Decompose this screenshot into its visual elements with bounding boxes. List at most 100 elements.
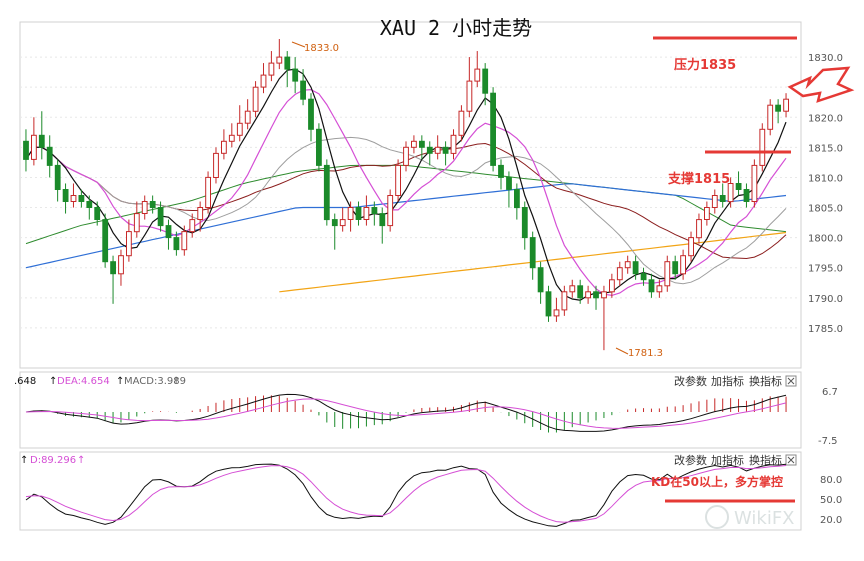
candle-body: [442, 146, 449, 154]
candle-body: [648, 279, 655, 293]
kd-axis-50: 50.0: [820, 495, 842, 506]
price-tick-label: 1805.0: [808, 204, 843, 215]
candle-body: [680, 255, 687, 275]
candle-body: [411, 140, 417, 148]
chart-title: XAU 2 小时走势: [380, 16, 532, 40]
macd-params-button[interactable]: 改参数: [674, 374, 707, 388]
candle-body: [759, 128, 766, 166]
candle-body: [482, 68, 489, 94]
candle-body: [126, 231, 132, 257]
candle-body: [601, 291, 607, 299]
candle-body: [719, 195, 726, 202]
candle-body: [86, 201, 93, 208]
macd-switch-indicator-button[interactable]: 换指标: [749, 374, 782, 388]
macd-dea-line: [25, 398, 787, 429]
candle-body: [751, 164, 758, 202]
up-arrow-icon: ↑: [20, 455, 28, 466]
macd-panel: [19, 371, 802, 449]
kd-close-icon[interactable]: [785, 454, 797, 466]
candle-body: [197, 207, 204, 220]
arrow-icon: [787, 66, 855, 103]
candle-body: [236, 122, 243, 136]
candle-body: [31, 134, 37, 160]
candle-body: [624, 261, 631, 269]
candle-body: [656, 285, 663, 293]
macd-close-icon[interactable]: [785, 375, 797, 387]
candle-body: [640, 273, 647, 281]
watermark-text: WikiFX: [734, 508, 795, 529]
candle-body: [545, 291, 552, 317]
ma5-line: [25, 68, 787, 301]
candle-body: [537, 267, 544, 293]
macd-axis-top: 6.7: [822, 387, 838, 398]
candle-body: [387, 195, 394, 227]
ma120-line: [25, 183, 787, 269]
candle-body: [403, 146, 409, 166]
candle-body: [553, 309, 560, 317]
candle-body: [284, 56, 291, 70]
price-tick-label: 1830.0: [808, 53, 843, 64]
watermark: WikiFX: [705, 505, 795, 529]
candle-body: [775, 104, 782, 112]
candle-body: [474, 68, 481, 82]
candle-body: [514, 189, 520, 209]
candle-body: [189, 219, 196, 233]
candle-body: [213, 152, 219, 178]
candle-body: [300, 80, 307, 100]
candle-body: [339, 219, 346, 227]
candle-body: [276, 56, 283, 64]
candle-body: [688, 237, 695, 257]
kd-add-indicator-button[interactable]: 加指标: [711, 453, 744, 467]
candle-body: [102, 219, 109, 263]
candle-body: [569, 285, 576, 293]
candle-body: [743, 189, 750, 202]
candle-body: [23, 140, 29, 160]
price-tick-label: 1800.0: [808, 234, 843, 245]
macd-value-label: MACD:3.989: [124, 376, 186, 387]
kd-params-button[interactable]: 改参数: [674, 453, 707, 467]
kd-note: KD在50以上，多方掌控: [651, 474, 783, 489]
support-label: 支撑1815: [667, 171, 730, 187]
candle-body: [711, 195, 718, 208]
candle-body: [783, 98, 790, 112]
candle-body: [395, 164, 402, 196]
price-tick-label: 1790.0: [808, 294, 843, 305]
price-tick-label: 1820.0: [808, 113, 843, 124]
candle-body: [735, 183, 742, 190]
price-grid: [20, 56, 801, 329]
candle-body: [616, 267, 623, 281]
candle-body: [379, 213, 386, 227]
kd-switch-indicator-button[interactable]: 换指标: [749, 453, 782, 467]
candle-body: [157, 207, 164, 227]
high-label: 1833.0: [304, 43, 339, 54]
candle-body: [577, 285, 584, 299]
candle-body: [165, 225, 172, 239]
resistance-label: 压力1835: [674, 57, 736, 73]
kd-k-line: [25, 463, 787, 527]
price-tick-label: 1795.0: [808, 264, 843, 275]
price-tick-label: 1815.0: [808, 143, 843, 154]
macd-add-indicator-button[interactable]: 加指标: [711, 374, 744, 388]
candle-body: [331, 219, 338, 227]
candle-body: [62, 189, 69, 202]
candle-body: [585, 291, 592, 299]
candle-body: [173, 237, 180, 251]
candle-body: [521, 207, 528, 239]
candle-body: [323, 164, 330, 221]
candle-body: [94, 207, 101, 220]
candle-body: [561, 291, 568, 311]
macd-dea-label: DEA:4.654: [57, 376, 110, 387]
candle-body: [426, 146, 433, 154]
candle-body: [110, 261, 116, 275]
candle-body: [260, 74, 267, 88]
candle-body: [767, 104, 774, 130]
candle-body: [78, 195, 85, 202]
candle-body: [704, 207, 710, 220]
candle-body: [466, 80, 473, 112]
candle-body: [371, 207, 378, 214]
candle-body: [672, 261, 679, 275]
candle-body: [450, 134, 457, 154]
candle-body: [268, 62, 275, 76]
candle-body: [498, 164, 504, 178]
